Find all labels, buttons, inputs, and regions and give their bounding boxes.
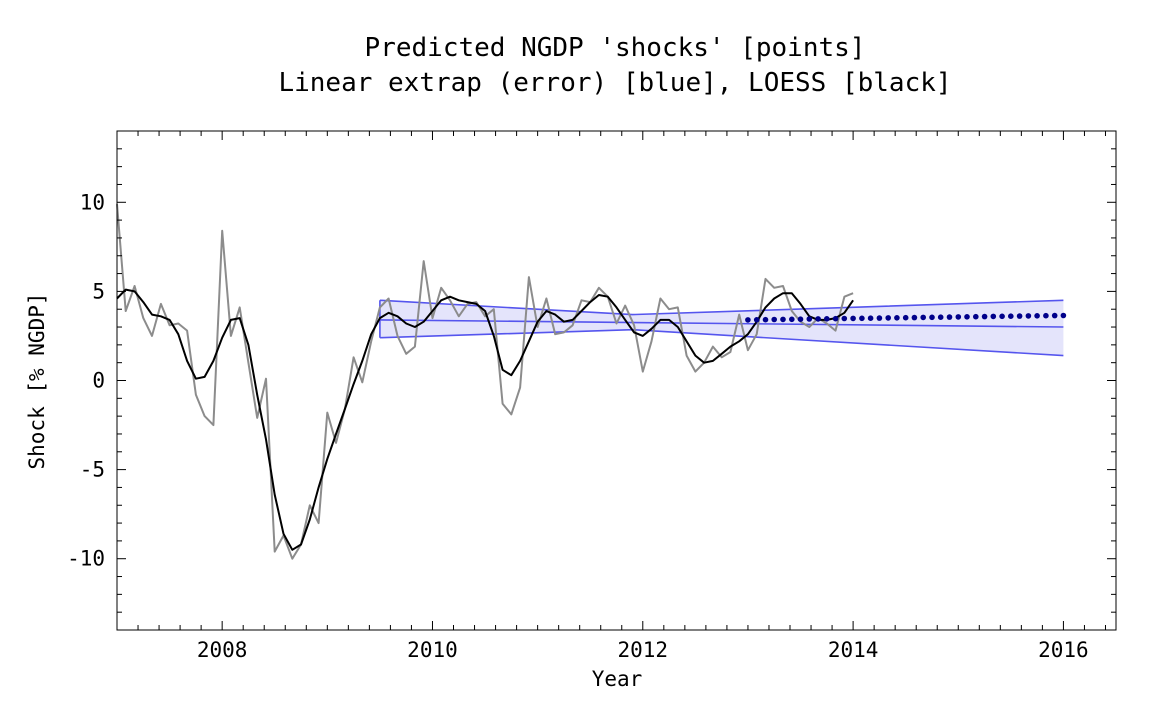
chart-title: Predicted NGDP 'shocks' [points] (365, 33, 866, 63)
x-axis-label: Year (592, 667, 643, 691)
predicted-point (999, 313, 1005, 320)
predicted-point (911, 314, 918, 321)
predicted-point (841, 315, 848, 322)
predicted-point (780, 316, 786, 323)
linear-extrapolation-line (379, 319, 1064, 328)
chart-subtitle: Linear extrap (error) [blue], LOESS [bla… (278, 68, 951, 98)
x-tick-label: 2014 (828, 638, 879, 662)
plot-area (116, 204, 1067, 560)
predicted-point (894, 315, 900, 321)
predicted-points-layer (745, 312, 1067, 323)
error-band-upper-line (379, 299, 1064, 316)
y-tick-label: -5 (80, 458, 105, 482)
predicted-point (832, 315, 839, 322)
predicted-point (771, 316, 777, 323)
y-axis-label: Shock [% NGDP] (25, 292, 49, 469)
predicted-point (745, 317, 751, 323)
predicted-point (946, 314, 953, 320)
x-tick-labels: 2008 2010 2012 2014 2016 (197, 638, 1089, 662)
predicted-point (929, 314, 935, 321)
predicted-point (753, 317, 760, 323)
predicted-point (867, 315, 874, 322)
series-layer (116, 204, 854, 560)
predicted-point (1034, 313, 1040, 319)
y-tick-label: -10 (67, 547, 105, 571)
predicted-point (762, 316, 769, 323)
y-tick-label: 10 (80, 190, 105, 214)
predicted-point (789, 316, 795, 323)
y-tick-label: 5 (92, 279, 105, 303)
predicted-point (824, 316, 830, 322)
y-tick-labels: 10 5 0 -5 -10 (67, 190, 105, 570)
predicted-point (1051, 312, 1058, 319)
x-tick-label: 2008 (197, 638, 248, 662)
predicted-point (876, 315, 883, 321)
predicted-point (955, 314, 962, 320)
predicted-point (964, 314, 970, 320)
predicted-point (1025, 313, 1032, 319)
predicted-point (902, 314, 909, 321)
predicted-point (981, 313, 988, 320)
x-tick-label: 2010 (407, 638, 458, 662)
x-tick-label: 2012 (618, 638, 669, 662)
loess-line (116, 288, 854, 551)
predicted-point (973, 313, 979, 320)
x-tick-label: 2016 (1038, 638, 1089, 662)
predicted-point (1008, 313, 1014, 320)
predicted-point (1060, 312, 1067, 319)
predicted-point (850, 315, 856, 322)
predicted-point (937, 314, 944, 321)
predicted-point (859, 315, 865, 322)
predicted-point (815, 316, 821, 322)
predicted-point (990, 313, 997, 320)
axis-ticks (116, 130, 1116, 631)
predicted-point (1043, 312, 1049, 319)
predicted-point (920, 314, 926, 321)
predicted-point (1016, 313, 1023, 319)
y-tick-label: 0 (92, 369, 105, 393)
raw-data-line (116, 204, 854, 560)
predicted-point (885, 315, 891, 321)
predicted-point (797, 316, 804, 323)
predicted-point (806, 316, 813, 322)
